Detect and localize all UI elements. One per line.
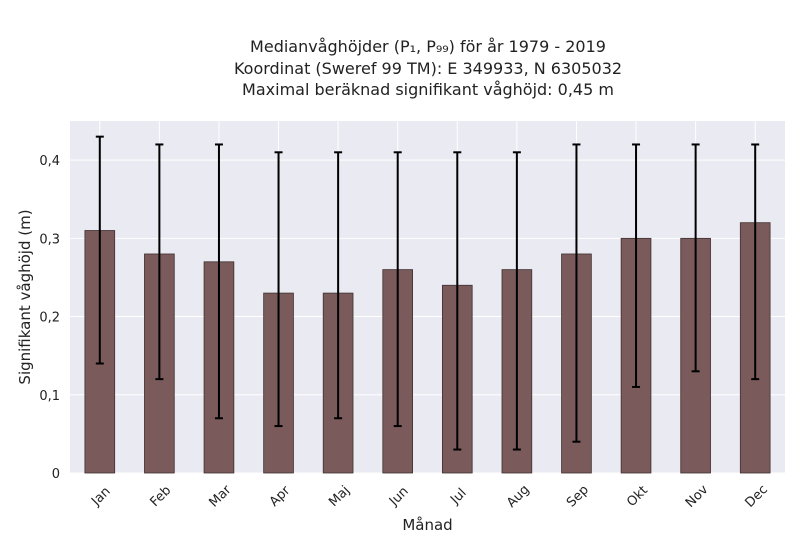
error-bar-jun [393, 151, 402, 428]
y-tick-label: 0,3 [39, 232, 60, 247]
x-tick-label: Jul [447, 486, 469, 508]
error-bar-feb [155, 143, 164, 381]
x-tick-label: Mar [207, 482, 235, 510]
y-tick-label: 0 [52, 467, 60, 482]
x-tick-label: Feb [147, 483, 174, 510]
error-bar-apr [274, 151, 283, 428]
error-bar-sep [572, 143, 581, 443]
error-bar-dec [751, 143, 760, 381]
x-tick-label: Aug [504, 482, 533, 511]
chart-subtitle-coordinates: Koordinat (Sweref 99 TM): E 349933, N 63… [234, 59, 622, 78]
x-tick-label: Jan [88, 484, 113, 509]
x-tick-label: Nov [683, 482, 712, 511]
y-axis-label: Signifikant våghöjd (m) [16, 209, 34, 384]
chart-title: Medianvåghöjder (P₁, P₉₉) för år 1979 - … [234, 37, 622, 99]
error-bar-mar [214, 143, 223, 420]
error-bar-jul [453, 151, 462, 451]
error-bar-jan [95, 135, 104, 365]
plot-area [70, 121, 785, 473]
x-axis-ticks: Jan Feb Mar Apr Maj Jun Jul Aug Sep Okt Nov Dec [88, 482, 771, 511]
y-tick-label: 0,2 [39, 311, 60, 326]
chart-subtitle-max-height: Maximal beräknad signifikant våghöjd: 0,… [242, 80, 614, 99]
error-bar-aug [512, 151, 521, 451]
x-tick-label: Maj [326, 483, 353, 510]
x-tick-label: Dec [743, 482, 771, 510]
x-axis-label: Månad [402, 516, 452, 534]
error-bar-okt [632, 143, 641, 388]
y-axis-ticks: 0 0,1 0,2 0,3 0,4 [39, 154, 60, 482]
x-tick-label: Apr [267, 483, 294, 510]
error-bars [95, 135, 760, 451]
x-tick-label: Okt [624, 483, 651, 510]
error-bar-maj [334, 151, 343, 420]
x-tick-label: Jun [386, 484, 412, 510]
chart-title-line: Medianvåghöjder (P₁, P₉₉) för år 1979 - … [250, 37, 606, 56]
y-tick-label: 0,4 [39, 154, 60, 169]
x-tick-label: Sep [564, 483, 592, 511]
error-bar-nov [691, 143, 700, 373]
y-tick-label: 0,1 [39, 389, 60, 404]
